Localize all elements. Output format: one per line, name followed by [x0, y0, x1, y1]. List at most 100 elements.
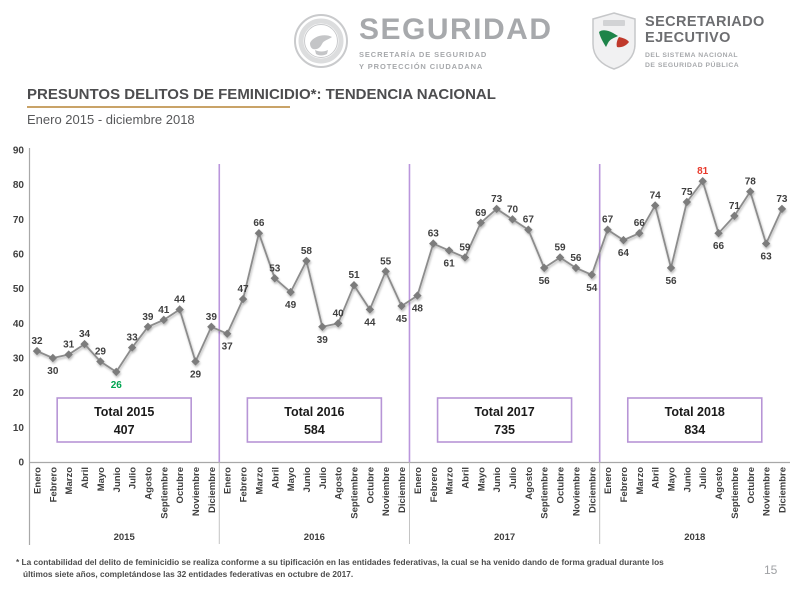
data-point-label: 39 [206, 312, 218, 323]
data-point-marker [714, 229, 723, 238]
month-tick-label: Marzo [254, 467, 265, 495]
month-tick-label: Septiembre [159, 467, 170, 519]
data-point-label: 73 [491, 194, 503, 205]
data-point-label: 63 [761, 252, 773, 263]
month-tick-label: Marzo [635, 467, 646, 495]
data-point-label: 45 [396, 314, 408, 325]
month-tick-label: Junio [682, 467, 693, 493]
data-point-label: 75 [681, 187, 693, 198]
month-tick-label: Marzo [64, 467, 75, 495]
data-point-marker [191, 357, 200, 366]
data-point-label: 67 [523, 215, 535, 226]
data-point-label: 29 [95, 346, 107, 357]
data-point-marker [650, 201, 660, 210]
data-point-label: 58 [301, 246, 313, 257]
data-point-marker [444, 246, 454, 255]
month-tick-label: Julio [128, 467, 139, 489]
data-point-marker [777, 204, 787, 214]
month-tick-label: Agosto [143, 467, 154, 500]
data-point-label: 67 [602, 215, 614, 226]
data-point-label: 61 [444, 259, 456, 270]
data-point-marker [333, 319, 343, 328]
month-tick-label: Febrero [619, 467, 630, 503]
data-point-label: 63 [428, 229, 440, 240]
title-underline [27, 106, 290, 108]
month-tick-label: Abril [80, 467, 91, 489]
y-tick-label: 30 [13, 354, 25, 365]
month-tick-label: Julio [318, 467, 329, 489]
total-box-value: 584 [304, 423, 325, 437]
month-tick-label: Noviembre [191, 467, 202, 516]
data-point-marker [238, 294, 248, 304]
year-label: 2015 [114, 532, 136, 543]
month-tick-label: Enero [223, 467, 234, 494]
month-tick-label: Diciembre [207, 467, 218, 513]
month-tick-label: Abril [651, 467, 662, 489]
data-point-marker [460, 253, 470, 262]
data-point-marker [143, 322, 153, 331]
data-point-marker [302, 256, 311, 266]
data-point-marker [207, 322, 216, 331]
data-point-marker [223, 329, 232, 338]
data-point-label: 66 [634, 218, 646, 229]
month-tick-label: Enero [603, 467, 614, 494]
data-point-label: 47 [237, 284, 249, 295]
data-point-label: 30 [47, 366, 59, 377]
month-tick-label: Agosto [714, 467, 725, 500]
total-box-label: Total 2016 [284, 405, 344, 419]
month-tick-label: Noviembre [762, 467, 773, 516]
seguridad-subtitle: SECRETARÍA DE SEGURIDAD Y PROTECCIÓN CIU… [359, 49, 488, 71]
data-point-label: 32 [31, 336, 43, 347]
month-tick-label: Febrero [429, 467, 440, 503]
data-point-label: 49 [285, 300, 297, 311]
data-point-marker [64, 350, 73, 359]
total-box [436, 397, 573, 443]
month-tick-label: Diciembre [777, 467, 788, 513]
year-label: 2018 [684, 532, 705, 543]
data-point-marker [476, 218, 485, 227]
data-point-marker [635, 229, 644, 238]
data-point-label: 59 [554, 242, 566, 253]
year-label: 2016 [304, 532, 325, 543]
data-point-marker [159, 315, 168, 325]
logo-secretariado: SECRETARIADO EJECUTIVO DEL SISTEMA NACIO… [592, 12, 765, 75]
data-point-label: 74 [650, 190, 662, 201]
total-box [626, 397, 763, 443]
data-point-label: 71 [729, 201, 741, 212]
total-box-label: Total 2015 [94, 405, 154, 419]
data-point-label: 56 [570, 253, 582, 264]
data-point-label: 31 [63, 340, 75, 351]
y-tick-label: 0 [18, 458, 24, 469]
month-tick-label: Mayo [476, 467, 487, 491]
footnote-line-1: * La contabilidad del delito de feminici… [16, 557, 664, 567]
y-tick-label: 50 [13, 284, 25, 295]
data-point-marker [492, 204, 501, 214]
month-tick-label: Febrero [239, 467, 250, 503]
data-point-marker [698, 177, 707, 186]
mexico-map-shield-icon [592, 12, 636, 75]
data-point-marker [746, 187, 755, 196]
page-number: 15 [764, 563, 778, 577]
data-point-label: 48 [412, 304, 424, 315]
month-tick-label: Septiembre [350, 467, 361, 519]
month-tick-label: Septiembre [730, 467, 741, 519]
month-tick-label: Julio [508, 467, 519, 489]
data-point-marker [666, 263, 676, 273]
data-point-label: 59 [459, 242, 471, 253]
y-tick-label: 90 [13, 146, 25, 157]
footnote-line-2: últimos siete años, completándose las 32… [23, 569, 354, 580]
month-tick-label: Junio [492, 467, 503, 493]
data-point-marker [619, 235, 628, 245]
data-point-label: 55 [380, 256, 392, 267]
month-tick-label: Enero [33, 467, 44, 494]
month-tick-label: Mayo [96, 467, 107, 491]
page-title: PRESUNTOS DELITOS DE FEMINICIDIO*: TENDE… [27, 86, 496, 103]
total-box [246, 397, 383, 443]
data-point-marker [571, 263, 581, 273]
month-tick-label: Octubre [175, 467, 186, 503]
month-tick-label: Octubre [365, 467, 376, 503]
logo-seguridad: SEGURIDAD SECRETARÍA DE SEGURIDAD Y PROT… [293, 13, 553, 74]
month-tick-label: Diciembre [397, 467, 408, 513]
data-point-marker [429, 239, 438, 248]
data-point-marker [48, 353, 58, 363]
